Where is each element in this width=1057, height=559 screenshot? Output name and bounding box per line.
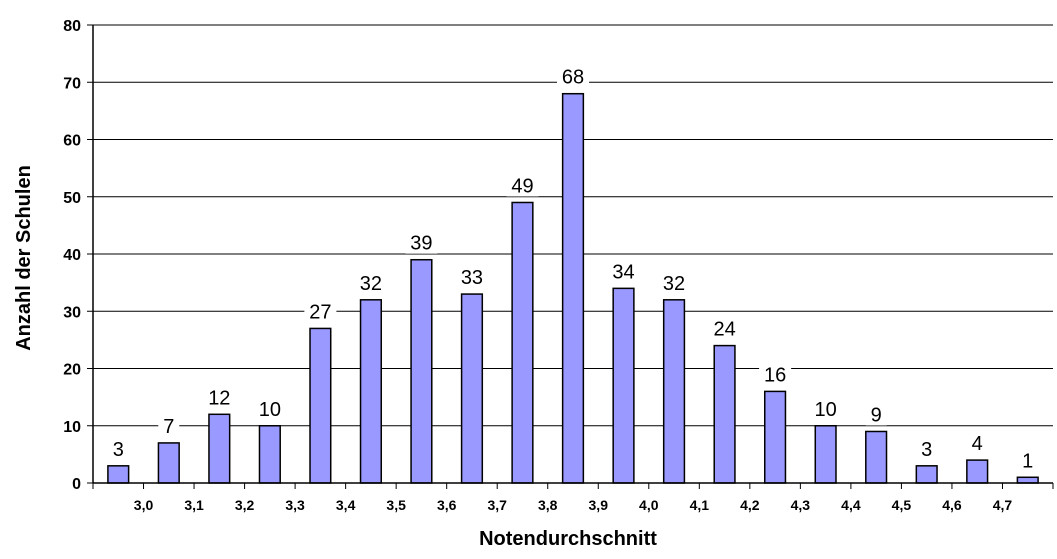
value-label: 7: [163, 416, 174, 438]
value-label: 10: [815, 399, 837, 421]
x-tick-label: 3,4: [336, 497, 356, 513]
value-label-bg: [557, 65, 589, 88]
x-tick-label: 4,5: [892, 497, 912, 513]
bar: [208, 413, 231, 484]
value-label-bg: [658, 271, 691, 294]
bar: [662, 299, 686, 484]
value-label-bg: [253, 397, 286, 420]
x-tick-label: 3,7: [487, 497, 507, 513]
value-label-bg: [1017, 449, 1039, 472]
x-tick-label: 3,0: [134, 497, 154, 513]
value-label-bg: [506, 174, 539, 197]
x-tick-label: 3,5: [386, 497, 406, 513]
value-label: 32: [663, 273, 685, 295]
value-label-bg: [809, 397, 842, 420]
value-label: 34: [612, 261, 634, 283]
value-label: 3: [113, 439, 124, 461]
y-tick-label: 30: [63, 304, 81, 321]
value-label-bg: [405, 231, 438, 254]
bar: [612, 287, 635, 484]
axes: [87, 24, 1054, 489]
y-tick-label: 20: [63, 362, 81, 379]
bar: [511, 201, 534, 484]
bar: [561, 92, 585, 484]
y-tick-label: 50: [63, 190, 81, 207]
value-label-bg: [966, 432, 988, 455]
x-tick-label: 3,2: [235, 497, 255, 513]
x-tick-label: 4,6: [942, 497, 962, 513]
bar: [713, 344, 736, 484]
value-label: 10: [259, 399, 281, 421]
bar: [915, 465, 938, 484]
x-tick-label: 4,4: [841, 497, 861, 513]
value-label: 32: [360, 273, 382, 295]
bars: [107, 92, 1039, 484]
bar: [157, 442, 180, 484]
value-label: 1: [1022, 450, 1033, 472]
value-label-bg: [158, 414, 180, 437]
bar: [359, 299, 383, 484]
value-label-bg: [916, 437, 938, 460]
x-tick-label: 3,1: [184, 497, 204, 513]
y-tick-label: 40: [63, 247, 81, 264]
value-label-bg: [708, 317, 741, 340]
x-tick-label: 4,2: [740, 497, 760, 513]
value-label: 49: [511, 175, 533, 197]
value-label: 9: [871, 404, 882, 426]
bar: [966, 459, 989, 484]
x-tick-label: 3,9: [589, 497, 609, 513]
bar: [1016, 476, 1039, 484]
bar: [814, 425, 837, 484]
value-label: 39: [410, 233, 432, 255]
value-label-bg: [304, 300, 337, 323]
value-label-bg: [354, 271, 387, 294]
y-tick-label: 70: [63, 75, 81, 92]
bar: [107, 465, 130, 484]
bar: [309, 327, 332, 484]
value-label: 68: [562, 67, 584, 89]
bar: [460, 293, 484, 484]
y-tick-label: 80: [63, 18, 81, 35]
value-label-bg: [455, 266, 488, 289]
x-tick-label: 4,1: [690, 497, 710, 513]
x-tick-label: 4,7: [993, 497, 1013, 513]
value-label: 4: [972, 433, 983, 455]
x-tick-label: 4,3: [791, 497, 811, 513]
value-label: 16: [764, 364, 786, 386]
bar: [763, 390, 787, 484]
x-axis-title: Notendurchschnitt: [479, 528, 657, 550]
value-label-bg: [865, 403, 887, 426]
bar: [410, 258, 433, 484]
value-label: 33: [461, 267, 483, 289]
value-label-bg: [759, 363, 792, 386]
y-tick-label: 10: [63, 419, 81, 436]
value-label-bg: [107, 437, 129, 460]
x-tick-label: 4,0: [639, 497, 659, 513]
value-label: 24: [713, 319, 735, 341]
x-tick-label: 3,6: [437, 497, 457, 513]
value-label: 3: [921, 439, 932, 461]
x-tick-label: 3,8: [538, 497, 558, 513]
bar: [258, 425, 281, 484]
y-tick-label: 60: [63, 133, 81, 150]
value-label-bg: [607, 260, 640, 283]
value-label: 27: [309, 301, 331, 323]
y-axis-title: Anzahl der Schulen: [13, 165, 35, 351]
y-tick-label: 0: [72, 476, 81, 493]
value-label-bg: [203, 386, 236, 409]
tick-labels: 0 10 20 30 40 50 60 70 80 3,0 3,1 3,2 3,3 3,4 3,5 3,6 3,…: [63, 18, 1012, 513]
value-label: 12: [208, 387, 230, 409]
x-tick-label: 3,3: [285, 497, 305, 513]
bar: [865, 430, 888, 484]
